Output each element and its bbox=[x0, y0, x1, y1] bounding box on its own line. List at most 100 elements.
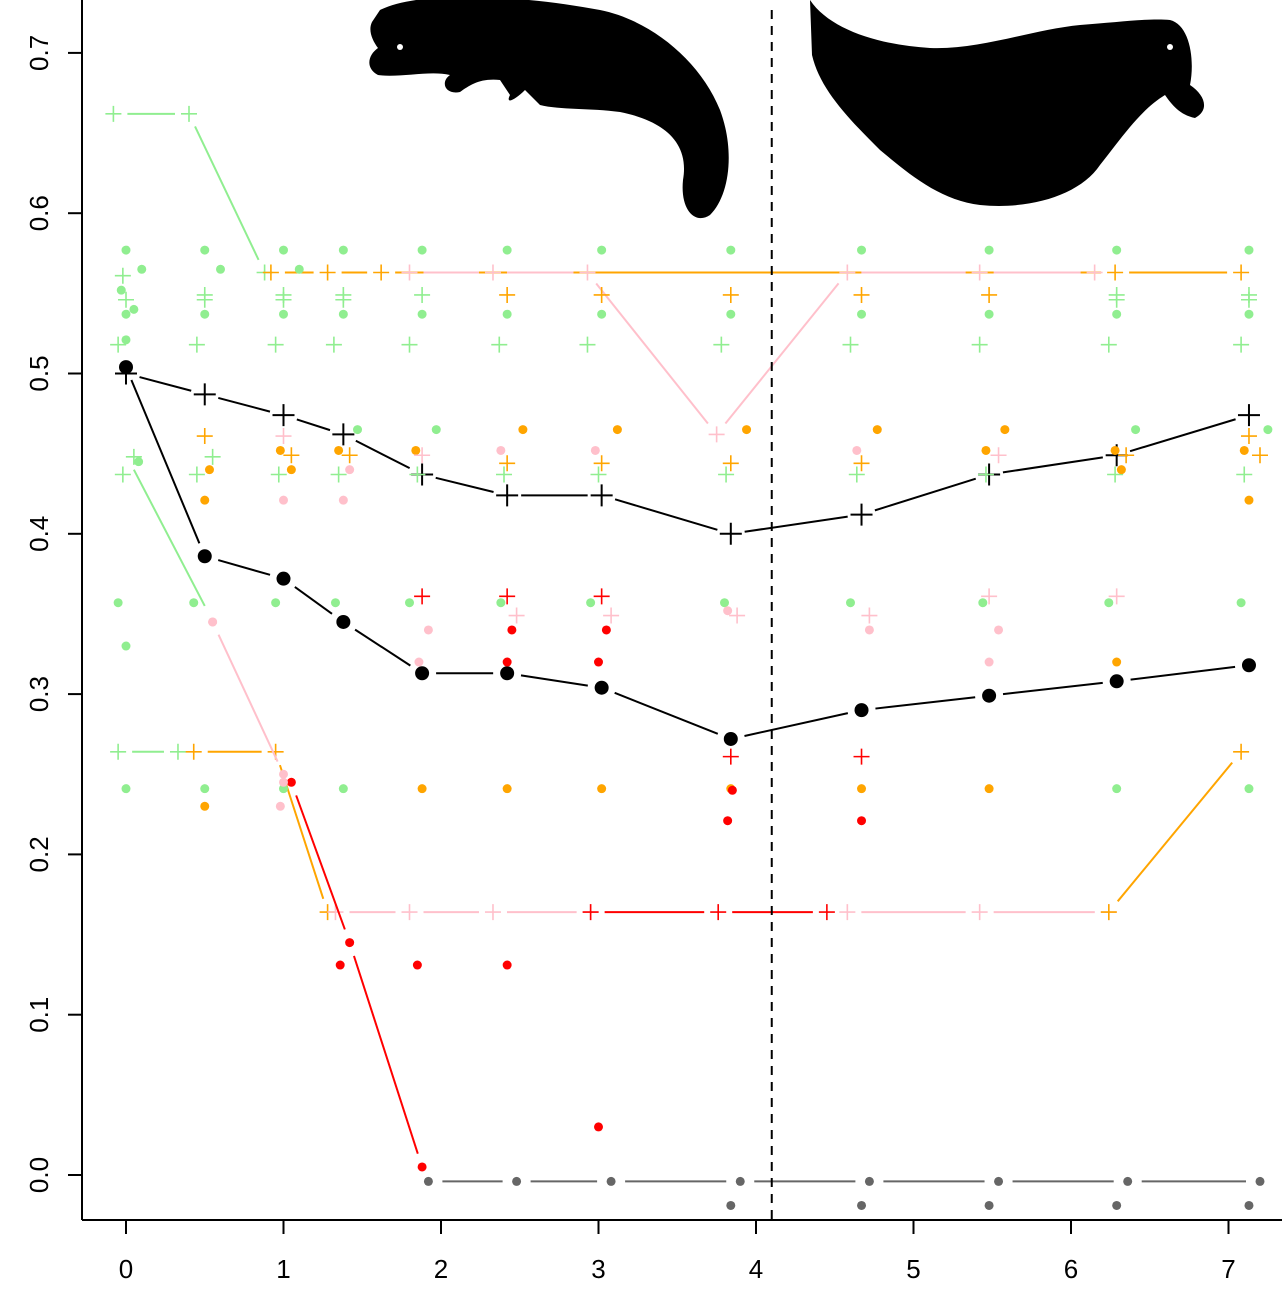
y-tick-label: 0.7 bbox=[24, 35, 54, 71]
data-point-plus bbox=[1233, 336, 1250, 353]
series-green-none bbox=[132, 469, 206, 607]
data-point-dot bbox=[723, 816, 733, 826]
data-point-dot bbox=[1241, 658, 1256, 673]
marten-silhouette-left-icon bbox=[369, 0, 729, 219]
data-point-dot bbox=[1236, 598, 1246, 608]
series-line-segment bbox=[132, 469, 206, 607]
series-line-segment bbox=[217, 559, 271, 576]
data-point-plus bbox=[590, 484, 613, 507]
data-point-dot bbox=[345, 938, 355, 948]
x-tick-label: 0 bbox=[119, 1254, 133, 1284]
series-orange-plus bbox=[185, 743, 336, 921]
series-pink-plus bbox=[401, 264, 1103, 443]
data-point-dot bbox=[594, 680, 609, 695]
data-point-dot bbox=[502, 245, 512, 255]
data-point-dot bbox=[121, 309, 131, 319]
series-red-plus bbox=[582, 904, 835, 921]
data-point-dot bbox=[345, 465, 355, 475]
data-point-plus bbox=[590, 466, 607, 483]
data-point-dot bbox=[723, 731, 738, 746]
series-pink-plus bbox=[839, 904, 1117, 921]
series-line-segment bbox=[1002, 456, 1103, 474]
data-point-plus bbox=[722, 748, 739, 765]
data-point-dot bbox=[116, 285, 126, 295]
y-tick-label: 0.3 bbox=[24, 676, 54, 712]
series-line-segment bbox=[744, 515, 848, 533]
series-line-segment bbox=[874, 477, 977, 512]
data-point-dot bbox=[415, 666, 430, 681]
data-point-dot bbox=[208, 617, 218, 627]
data-point-dot bbox=[271, 598, 281, 608]
data-point-dot bbox=[1255, 1176, 1265, 1186]
data-point-plus bbox=[272, 404, 295, 427]
data-point-dot bbox=[216, 264, 225, 274]
data-point-plus bbox=[853, 455, 870, 472]
data-point-plus bbox=[853, 748, 870, 765]
data-point-dot bbox=[597, 784, 607, 794]
data-point-plus bbox=[484, 904, 501, 921]
data-point-plus bbox=[848, 466, 865, 483]
data-point-plus bbox=[1118, 447, 1135, 464]
data-point-plus bbox=[603, 607, 620, 624]
series-red-dot bbox=[335, 625, 867, 1132]
data-point-dot bbox=[1244, 495, 1254, 505]
data-point-plus bbox=[118, 291, 134, 308]
data-point-dot bbox=[279, 245, 288, 255]
data-point-plus bbox=[713, 336, 730, 353]
data-point-plus bbox=[1233, 743, 1250, 760]
data-point-dot bbox=[1244, 245, 1254, 255]
data-point-plus bbox=[593, 286, 610, 303]
data-point-dot bbox=[597, 309, 607, 319]
y-tick-label: 0.5 bbox=[24, 355, 54, 391]
data-point-dot bbox=[294, 264, 304, 274]
data-point-dot bbox=[502, 657, 512, 667]
data-point-dot bbox=[496, 445, 506, 455]
series-red-dot bbox=[286, 777, 427, 1172]
series-layer bbox=[105, 105, 1273, 1210]
data-point-dot bbox=[606, 1176, 616, 1186]
data-point-plus bbox=[283, 447, 300, 464]
data-point-dot bbox=[854, 703, 869, 718]
data-point-plus bbox=[330, 466, 347, 483]
data-point-plus bbox=[275, 428, 292, 445]
data-point-dot bbox=[134, 457, 144, 467]
series-gray-dot bbox=[726, 1200, 1254, 1210]
series-line-segment bbox=[295, 795, 346, 930]
data-point-dot bbox=[129, 304, 139, 314]
data-point-dot bbox=[411, 445, 421, 455]
data-point-dot bbox=[1244, 1200, 1254, 1210]
data-point-plus bbox=[842, 336, 859, 353]
data-point-plus bbox=[414, 588, 431, 605]
data-point-dot bbox=[726, 1200, 736, 1210]
data-point-dot bbox=[336, 614, 351, 629]
data-point-dot bbox=[852, 445, 862, 455]
data-point-dot bbox=[121, 245, 131, 255]
data-point-dot bbox=[1239, 445, 1249, 455]
series-line-segment bbox=[355, 439, 411, 470]
data-point-dot bbox=[518, 425, 528, 435]
data-point-dot bbox=[338, 245, 348, 255]
data-point-dot bbox=[846, 598, 855, 608]
data-point-plus bbox=[188, 336, 205, 353]
data-point-dot bbox=[1104, 598, 1114, 608]
data-point-dot bbox=[137, 264, 147, 274]
data-point-dot bbox=[612, 425, 622, 435]
series-line-segment bbox=[296, 418, 331, 432]
data-point-plus bbox=[325, 336, 342, 353]
data-point-dot bbox=[405, 598, 414, 608]
silhouettes bbox=[369, 0, 1205, 219]
data-point-dot bbox=[981, 445, 991, 455]
data-point-plus bbox=[990, 447, 1007, 464]
data-point-dot bbox=[507, 625, 517, 635]
data-point-dot bbox=[335, 960, 345, 970]
series-line-segment bbox=[218, 396, 271, 413]
data-point-plus bbox=[579, 264, 596, 281]
data-point-plus bbox=[1233, 264, 1250, 281]
data-point-dot bbox=[279, 784, 288, 794]
series-line-segment bbox=[194, 126, 260, 261]
data-point-dot bbox=[502, 960, 512, 970]
data-point-dot bbox=[512, 1176, 522, 1186]
data-point-plus bbox=[729, 607, 746, 624]
data-point-plus bbox=[181, 105, 197, 122]
y-tick-label: 0.1 bbox=[24, 997, 54, 1033]
